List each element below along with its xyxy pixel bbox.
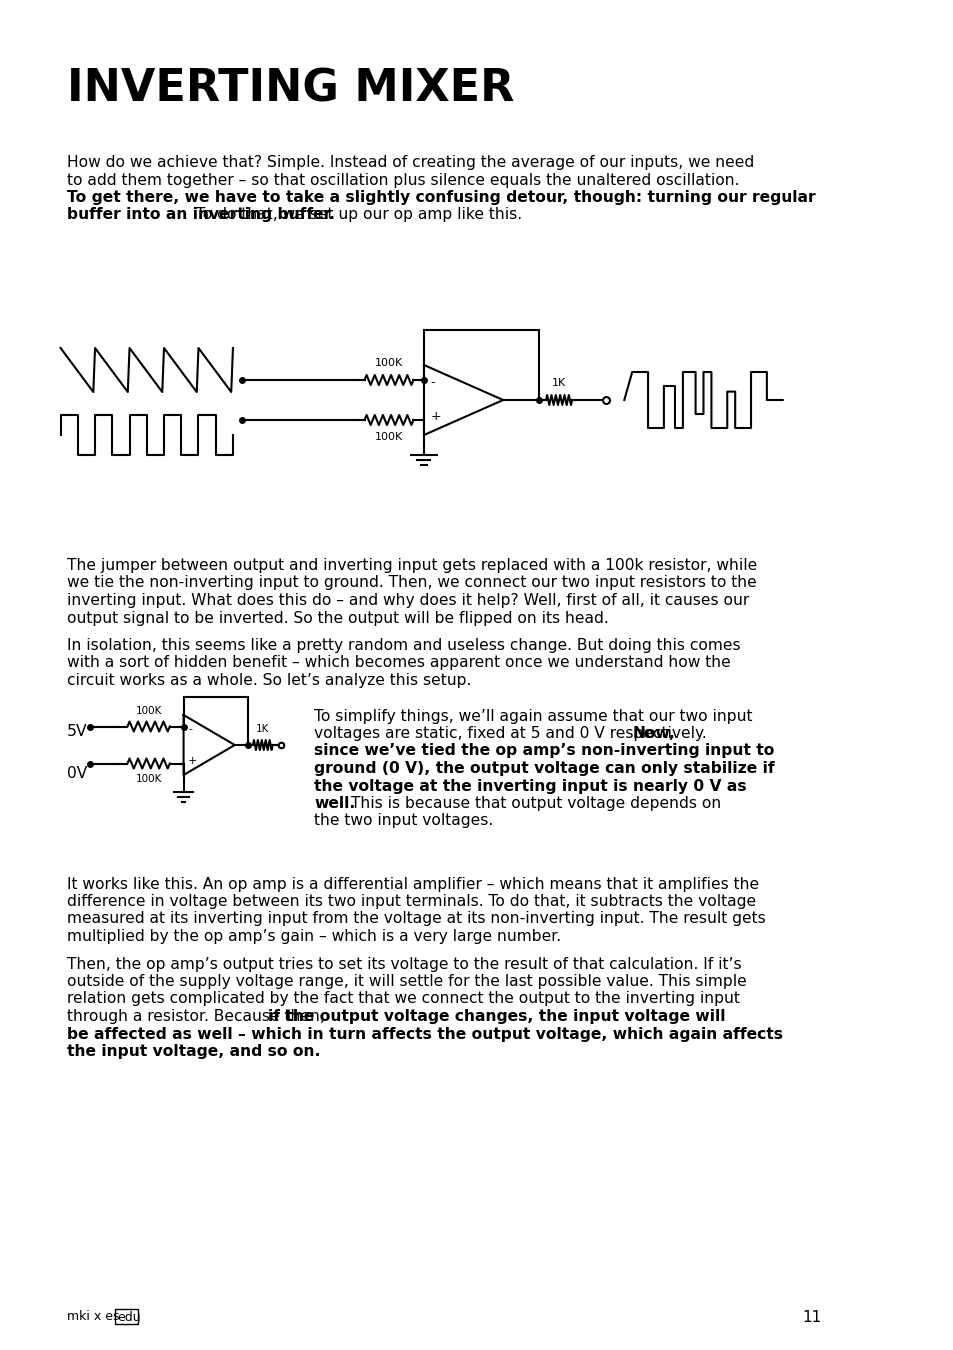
Text: inverting input. What does this do – and why does it help? Well, first of all, i: inverting input. What does this do – and… xyxy=(67,593,748,608)
Text: -: - xyxy=(430,377,435,390)
Text: mki x es: mki x es xyxy=(67,1310,119,1323)
Text: To get there, we have to take a slightly confusing detour, though: turning our r: To get there, we have to take a slightly… xyxy=(67,190,815,205)
Text: if the output voltage changes, the input voltage will: if the output voltage changes, the input… xyxy=(267,1008,724,1025)
Text: +: + xyxy=(188,756,197,765)
Text: How do we achieve that? Simple. Instead of creating the average of our inputs, w: How do we achieve that? Simple. Instead … xyxy=(67,155,754,170)
Text: 5V: 5V xyxy=(67,724,88,738)
Text: 100K: 100K xyxy=(135,775,162,784)
Text: 1K: 1K xyxy=(255,724,269,734)
Text: To do that, we set up our op amp like this.: To do that, we set up our op amp like th… xyxy=(192,208,522,223)
Text: through a resistor. Because then,: through a resistor. Because then, xyxy=(67,1008,330,1025)
Text: 1K: 1K xyxy=(552,378,565,387)
Text: -: - xyxy=(188,725,192,734)
Text: voltages are static, fixed at 5 and 0 V respectively.: voltages are static, fixed at 5 and 0 V … xyxy=(314,726,711,741)
Text: Now,: Now, xyxy=(632,726,675,741)
Text: multiplied by the op amp’s gain – which is a very large number.: multiplied by the op amp’s gain – which … xyxy=(67,929,560,944)
Text: we tie the non-inverting input to ground. Then, we connect our two input resisto: we tie the non-inverting input to ground… xyxy=(67,575,756,590)
Text: The jumper between output and inverting input gets replaced with a 100k resistor: The jumper between output and inverting … xyxy=(67,558,757,572)
Text: ground (0 V), the output voltage can only stabilize if: ground (0 V), the output voltage can onl… xyxy=(314,761,774,776)
Text: well.: well. xyxy=(314,796,355,811)
Text: 100K: 100K xyxy=(375,432,403,441)
Text: This is because that output voltage depends on: This is because that output voltage depe… xyxy=(345,796,720,811)
Text: It works like this. An op amp is a differential amplifier – which means that it : It works like this. An op amp is a diffe… xyxy=(67,876,759,891)
Text: buffer into an inverting buffer.: buffer into an inverting buffer. xyxy=(67,208,335,223)
Text: with a sort of hidden benefit – which becomes apparent once we understand how th: with a sort of hidden benefit – which be… xyxy=(67,656,730,671)
Text: In isolation, this seems like a pretty random and useless change. But doing this: In isolation, this seems like a pretty r… xyxy=(67,639,740,653)
Text: since we’ve tied the op amp’s non-inverting input to: since we’ve tied the op amp’s non-invert… xyxy=(314,744,774,759)
Text: 100K: 100K xyxy=(135,706,162,716)
Text: 0V: 0V xyxy=(67,767,88,782)
Text: outside of the supply voltage range, it will settle for the last possible value.: outside of the supply voltage range, it … xyxy=(67,973,746,990)
Text: relation gets complicated by the fact that we connect the output to the invertin: relation gets complicated by the fact th… xyxy=(67,991,740,1007)
Text: be affected as well – which in turn affects the output voltage, which again affe: be affected as well – which in turn affe… xyxy=(67,1026,782,1041)
Text: 100K: 100K xyxy=(375,358,403,369)
Text: 11: 11 xyxy=(801,1310,821,1324)
Text: circuit works as a whole. So let’s analyze this setup.: circuit works as a whole. So let’s analy… xyxy=(67,674,471,688)
Text: INVERTING MIXER: INVERTING MIXER xyxy=(67,68,514,111)
Text: output signal to be inverted. So the output will be flipped on its head.: output signal to be inverted. So the out… xyxy=(67,610,608,625)
Text: edu: edu xyxy=(117,1311,141,1324)
Text: the input voltage, and so on.: the input voltage, and so on. xyxy=(67,1044,320,1058)
Text: to add them together – so that oscillation plus silence equals the unaltered osc: to add them together – so that oscillati… xyxy=(67,173,739,188)
Text: measured at its inverting input from the voltage at its non-inverting input. The: measured at its inverting input from the… xyxy=(67,911,765,926)
FancyBboxPatch shape xyxy=(114,1310,138,1324)
Text: the two input voltages.: the two input voltages. xyxy=(314,814,493,829)
Text: difference in voltage between its two input terminals. To do that, it subtracts : difference in voltage between its two in… xyxy=(67,894,756,909)
Text: To simplify things, we’ll again assume that our two input: To simplify things, we’ll again assume t… xyxy=(314,709,752,724)
Text: +: + xyxy=(430,410,440,424)
Text: the voltage at the inverting input is nearly 0 V as: the voltage at the inverting input is ne… xyxy=(314,779,746,794)
Text: Then, the op amp’s output tries to set its voltage to the result of that calcula: Then, the op amp’s output tries to set i… xyxy=(67,957,740,972)
